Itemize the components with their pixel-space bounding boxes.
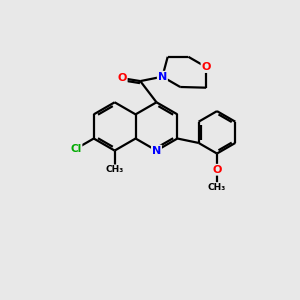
Text: CH₃: CH₃ [208,183,226,192]
Text: Cl: Cl [70,144,82,154]
Text: CH₃: CH₃ [106,165,124,174]
Text: N: N [158,72,167,82]
Text: O: O [212,165,222,175]
Text: O: O [117,73,127,83]
Text: O: O [202,62,211,72]
Text: N: N [152,146,161,156]
